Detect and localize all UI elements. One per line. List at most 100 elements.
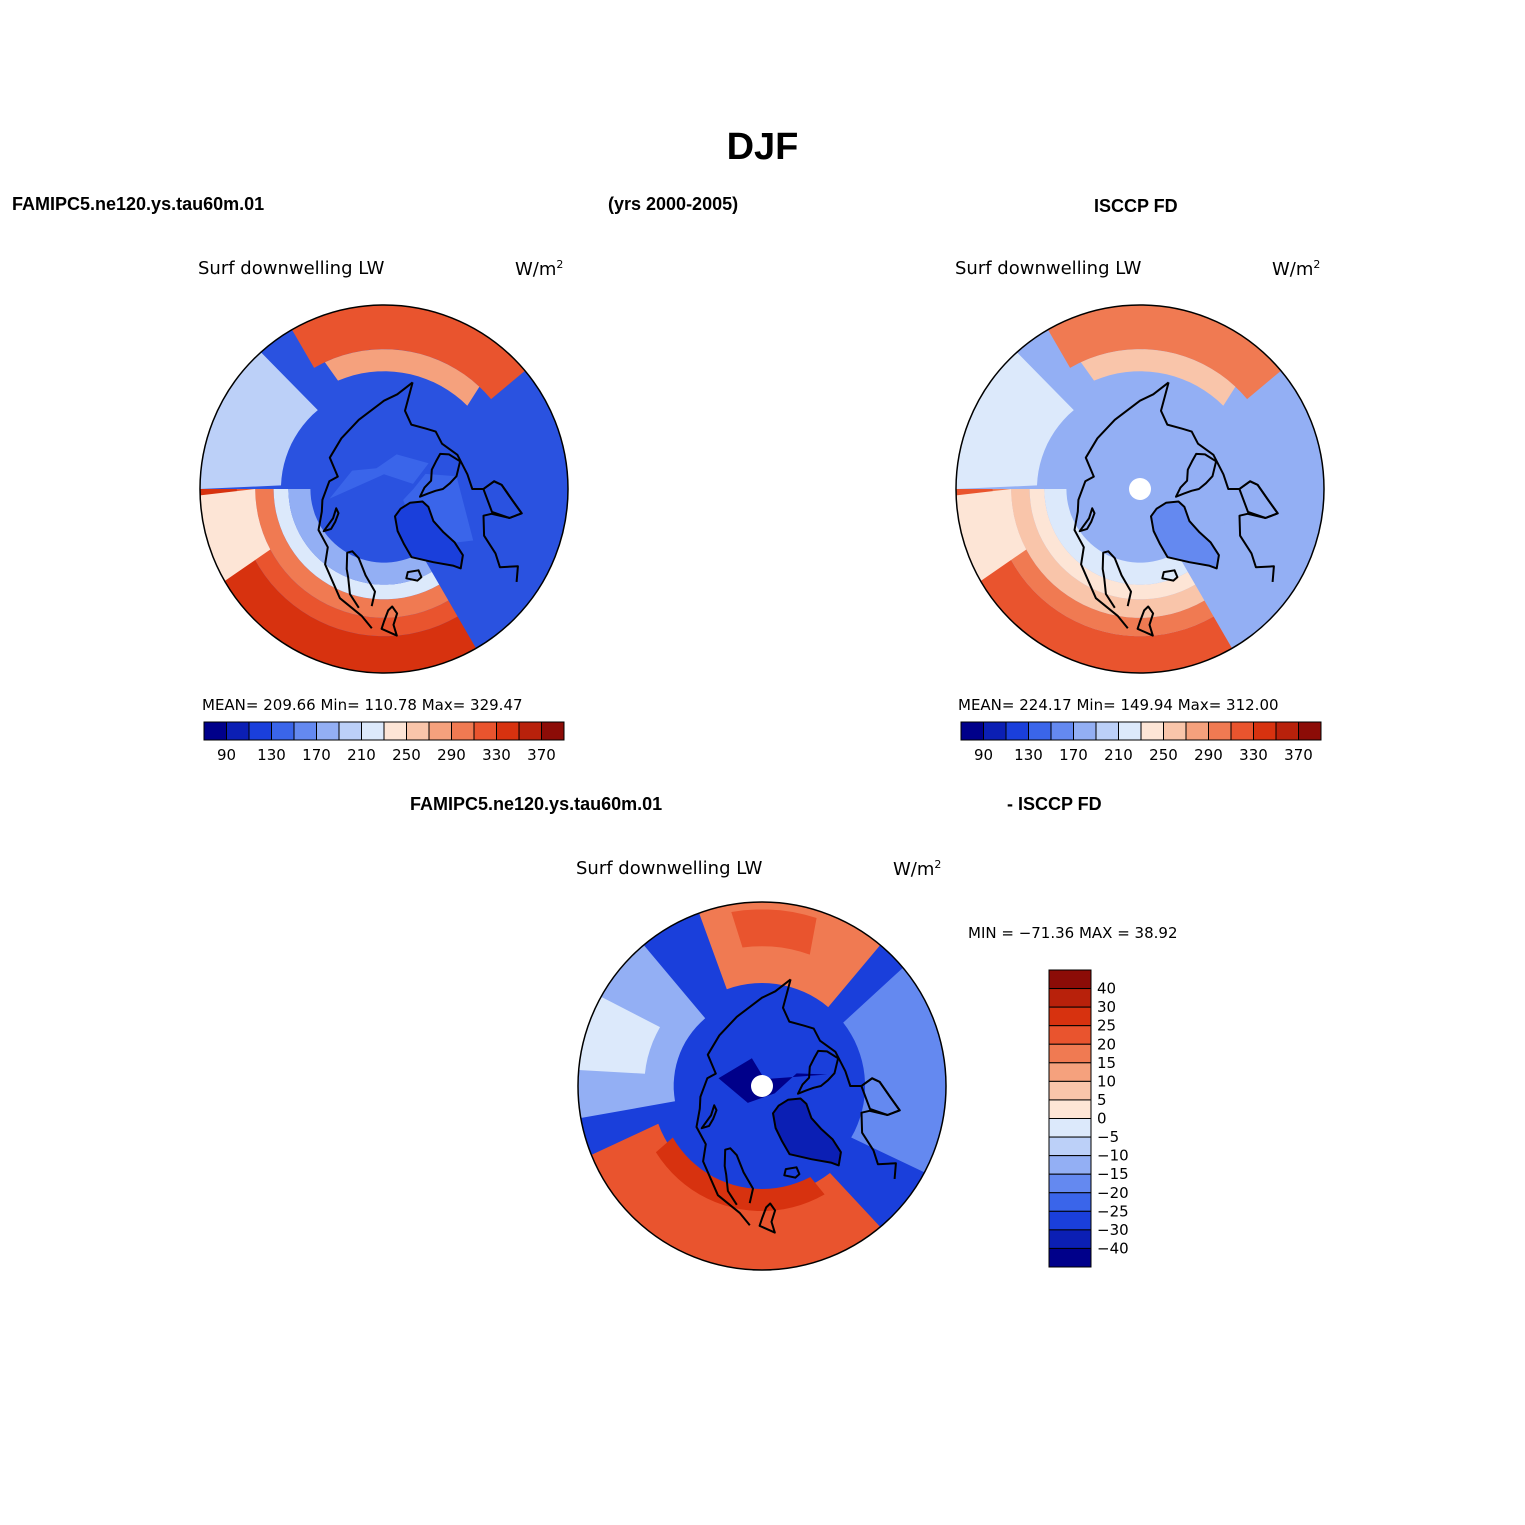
colorbar-box: [1005, 721, 1029, 741]
colorbar-box: [338, 721, 362, 741]
colorbar-box: [1048, 1247, 1092, 1268]
atlantic-band-4: [288, 489, 432, 585]
colorbar-box: [271, 721, 295, 741]
scandinavia-coast: [345, 550, 376, 609]
colorbar-box: [316, 721, 340, 741]
novaya-zemlya-coast: [700, 1104, 718, 1130]
britain-coast: [758, 1202, 777, 1234]
colorbar-tick-label: −15: [1097, 1165, 1129, 1183]
colorbar-box: [1048, 1025, 1092, 1045]
colorbar-box: [1048, 1136, 1092, 1157]
siberia-light: [578, 996, 660, 1074]
map-field: [200, 305, 568, 673]
atlantic-band-4: [1044, 489, 1188, 585]
colorbar-box: [1048, 1006, 1092, 1027]
panel3-units-base: W/m: [893, 859, 935, 880]
atlantic-band-0: [956, 489, 1232, 673]
panel2-variable: Surf downwelling LW: [955, 258, 1142, 279]
atlantic-band-3: [1029, 489, 1196, 600]
greenland-coast: [772, 1097, 842, 1167]
scandinavia-coast: [1101, 550, 1132, 609]
colorbar-tick-label: 0: [1097, 1110, 1107, 1128]
colorbar-box: [541, 721, 565, 741]
colorbar-box: [1050, 721, 1074, 741]
cold-arctic: [329, 454, 429, 499]
canada-moderate: [843, 967, 946, 1173]
siberia-light: [200, 352, 318, 489]
atlantic-band-0: [200, 489, 476, 673]
atlantic-band-1: [236, 489, 458, 637]
atlantic-strong: [655, 1137, 825, 1211]
panel2-units: W/m2: [1272, 258, 1320, 280]
colorbar-tick-label: 250: [392, 746, 421, 764]
colorbar-tick-label: 330: [482, 746, 511, 764]
panel3-units: W/m2: [893, 858, 941, 880]
colorbar-box: [960, 721, 984, 741]
pacific-warm-2: [1080, 349, 1236, 406]
figure-title: DJF: [726, 126, 799, 168]
colorbar-box: [1048, 1080, 1092, 1101]
colorbar-box: [496, 721, 520, 741]
eurasia-coast: [1073, 381, 1170, 629]
colorbar-tick-label: −40: [1097, 1239, 1129, 1257]
colorbar-box: [428, 721, 452, 741]
novaya-zemlya-coast: [1078, 507, 1096, 533]
model-map: [199, 304, 569, 674]
britain-coast: [1136, 605, 1155, 637]
colorbar-box: [1048, 1155, 1092, 1175]
colorbar-box: [1185, 721, 1209, 741]
central-asia-light: [200, 489, 271, 581]
iceland-coast: [405, 569, 423, 582]
greenland-coast: [394, 500, 464, 570]
siberia-light: [956, 352, 1074, 489]
panel1-units: W/m2: [515, 258, 563, 280]
colorbar-tick-label: 370: [527, 746, 556, 764]
pole-hole: [751, 1075, 773, 1097]
map-border: [199, 304, 569, 674]
north-america-coast: [1160, 382, 1279, 582]
colorbar-tick-label: 170: [1059, 746, 1088, 764]
britain-coast: [380, 605, 399, 637]
iceland-coast: [1161, 569, 1179, 582]
colorbar-box: [1048, 1099, 1092, 1119]
colorbar-tick-label: 90: [974, 746, 993, 764]
colorbar-tick-label: 130: [1014, 746, 1043, 764]
map-field: [956, 305, 1324, 673]
panel2-units-exp: 2: [1313, 258, 1321, 271]
colorbar-tick-label: 25: [1097, 1017, 1116, 1035]
eurasia-coast: [695, 978, 792, 1226]
arctic-archipelago-coast: [1175, 452, 1218, 498]
colorbar-tick-label: 210: [347, 746, 376, 764]
colorbar-tick-label: 250: [1149, 746, 1178, 764]
colorbar-box: [1140, 721, 1164, 741]
panel2-stats: MEAN= 224.17 Min= 149.94 Max= 312.00: [958, 696, 1279, 714]
colorbar-box: [1048, 988, 1092, 1008]
abs-colorbar-1: 90 130 170 210 250 290 330 370: [203, 721, 565, 764]
colorbar-tick-label: 130: [257, 746, 286, 764]
pacific-warm: [1048, 305, 1281, 400]
obs-map: [955, 304, 1325, 674]
panel3-units-exp: 2: [934, 858, 942, 871]
north-america-coast: [404, 382, 523, 582]
colorbar-box: [1048, 969, 1092, 990]
obs-case-label: ISCCP FD: [1094, 196, 1178, 216]
panel1-units-exp: 2: [556, 258, 564, 271]
colorbar-tick-label: −5: [1097, 1128, 1119, 1146]
colorbar-box: [383, 721, 407, 741]
colorbar-box: [1253, 721, 1277, 741]
colorbar-box: [1118, 721, 1142, 741]
colorbar-box: [1048, 1192, 1092, 1212]
map-border: [577, 901, 947, 1271]
greenland-neg: [773, 1098, 841, 1166]
cold-greenland: [395, 501, 463, 569]
colorbar-tick-label: 30: [1097, 998, 1116, 1016]
arctic-archipelago-coast: [797, 1049, 840, 1095]
colorbar-box: [1163, 721, 1187, 741]
diff-model-label: FAMIPC5.ne120.ys.tau60m.01: [410, 794, 663, 814]
colorbar-box: [1048, 1210, 1092, 1231]
colorbar-box: [361, 721, 385, 741]
colorbar-tick-label: −25: [1097, 1202, 1129, 1220]
model-case-label: FAMIPC5.ne120.ys.tau60m.01: [12, 194, 265, 214]
colorbar-tick-label: 90: [217, 746, 236, 764]
abs-colorbar-2: 90 130 170 210 250 290 330 370: [960, 721, 1322, 764]
